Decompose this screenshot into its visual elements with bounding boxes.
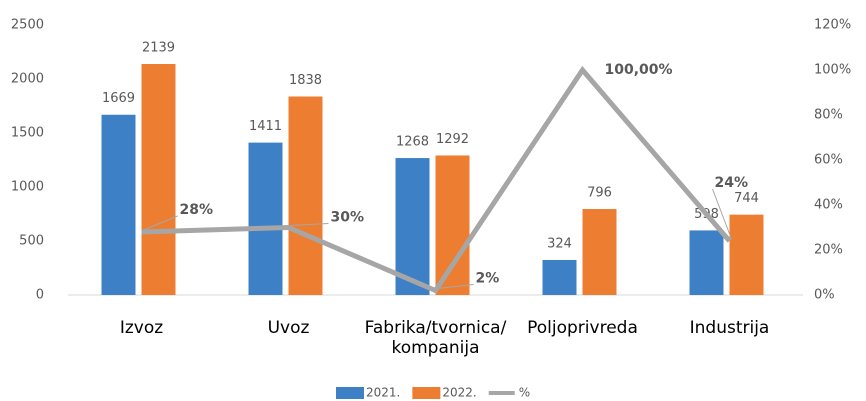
value-label: 1292 [436,132,469,147]
value-label: 796 [587,186,612,201]
value-label: 30% [331,210,365,226]
x-tick-label: Industrija [689,318,770,338]
y-tick-label: 500 [19,234,44,249]
bar [288,96,323,295]
legend-swatch [336,387,364,399]
value-label: 1411 [249,119,282,134]
value-label: 1268 [396,135,429,150]
y-tick-label: 1000 [11,180,44,195]
y2-tick-label: 80% [814,108,843,123]
bar [435,155,470,295]
value-label: 24% [715,175,749,191]
y2-tick-label: 20% [814,243,843,258]
legend-label: 2021. [366,386,400,400]
value-label: 2139 [142,40,175,55]
legend-label: 2022. [442,386,476,400]
leader-line [712,188,732,240]
bar [248,142,283,295]
leader-line [143,215,178,231]
x-tick-label: Fabrika/tvornica/ kompanija [364,318,507,358]
value-label: 744 [734,191,759,206]
line [141,65,732,294]
y2-tick-label: 120% [814,18,851,33]
x-tick-label: Poljoprivreda [527,318,638,338]
leader-line [437,284,474,289]
bar [582,209,617,295]
value-label: 1669 [102,91,135,106]
bar [395,158,430,295]
y-tick-label: 0 [36,288,44,303]
bar [689,230,724,295]
value-label: 324 [547,237,572,252]
y2-tick-label: 60% [814,153,843,168]
x-tick-label: Uvoz [267,318,310,338]
y2-tick-label: 100% [814,63,851,78]
value-label: 1838 [289,73,322,88]
value-label: 28% [180,202,214,218]
y-tick-label: 2500 [11,18,44,33]
bar [729,214,764,295]
legend-swatch [412,387,441,399]
y-tick-label: 2000 [11,72,44,87]
value-label: 100,00% [605,62,673,78]
value-label: 2% [476,271,500,287]
x-tick-label: Izvoz [119,318,164,338]
y2-tick-label: 0% [814,288,835,303]
bar [542,260,577,295]
y2-tick-label: 40% [814,198,843,213]
leader-line [290,223,329,226]
bar [101,114,136,295]
bar [141,63,176,295]
legend-label: % [519,386,530,400]
y-tick-label: 1500 [11,126,44,141]
